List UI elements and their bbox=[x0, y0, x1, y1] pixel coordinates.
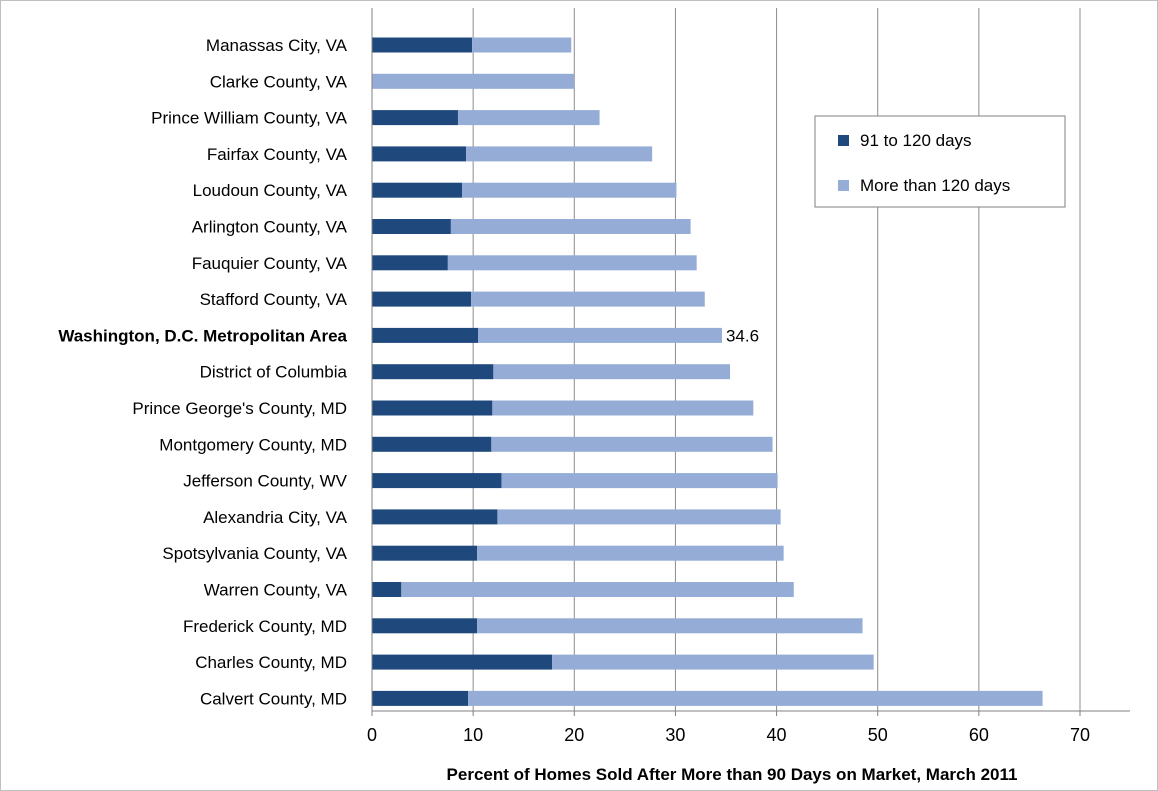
bar-segment-91-120-days bbox=[372, 473, 502, 489]
category-label: Alexandria City, VA bbox=[203, 508, 348, 527]
category-label: Jefferson County, WV bbox=[183, 472, 347, 491]
bar-segment-over-120-days bbox=[457, 110, 600, 126]
category-label: Spotsylvania County, VA bbox=[162, 544, 347, 563]
legend-swatch bbox=[838, 135, 849, 146]
category-label: Prince William County, VA bbox=[151, 109, 348, 128]
bar-segment-over-120-days bbox=[447, 255, 697, 271]
bar-segment-91-120-days bbox=[372, 219, 451, 234]
bars bbox=[372, 37, 1043, 706]
bar-segment-91-120-days bbox=[372, 690, 469, 706]
x-tick-label: 70 bbox=[1070, 725, 1090, 745]
bar-segment-over-120-days bbox=[491, 436, 773, 452]
bar-segment-over-120-days bbox=[492, 400, 754, 416]
x-tick-label: 40 bbox=[767, 725, 787, 745]
bar-segment-over-120-days bbox=[472, 37, 572, 53]
bar-segment-91-120-days bbox=[372, 110, 458, 126]
bar-segment-91-120-days bbox=[372, 146, 467, 162]
bar-segment-91-120-days bbox=[372, 255, 448, 271]
category-label: Prince George's County, MD bbox=[132, 399, 347, 418]
bar-segment-over-120-days bbox=[497, 509, 781, 525]
bar-segment-91-120-days bbox=[372, 327, 479, 343]
category-label: Stafford County, VA bbox=[200, 290, 348, 309]
category-label: District of Columbia bbox=[200, 363, 348, 382]
bar-segment-91-120-days bbox=[372, 545, 478, 561]
category-label: Washington, D.C. Metropolitan Area bbox=[58, 326, 347, 345]
bar-segment-91-120-days bbox=[372, 582, 402, 597]
bar-segment-over-120-days bbox=[477, 545, 784, 561]
legend-label: 91 to 120 days bbox=[860, 131, 972, 150]
bar-segment-91-120-days bbox=[372, 509, 498, 525]
bar-segment-over-120-days bbox=[552, 654, 874, 670]
x-tick-label: 60 bbox=[969, 725, 989, 745]
x-tick-label: 10 bbox=[463, 725, 483, 745]
bar-segment-over-120-days bbox=[466, 146, 653, 162]
bar-segment-91-120-days bbox=[372, 436, 492, 452]
category-label: Calvert County, MD bbox=[200, 689, 347, 708]
x-tick-label: 20 bbox=[564, 725, 584, 745]
category-label: Charles County, MD bbox=[195, 653, 347, 672]
legend: 91 to 120 days More than 120 days bbox=[814, 115, 1066, 208]
bar-segment-over-120-days bbox=[471, 291, 705, 307]
x-axis-title: Percent of Homes Sold After More than 90… bbox=[447, 765, 1018, 784]
data-labels: 34.6 bbox=[726, 326, 759, 345]
legend-label: More than 120 days bbox=[860, 176, 1010, 195]
data-label: 34.6 bbox=[726, 326, 759, 345]
x-axis-ticks: 0 10 20 30 40 50 60 70 bbox=[367, 711, 1090, 745]
x-tick-label: 0 bbox=[367, 725, 377, 745]
category-label: Frederick County, MD bbox=[183, 617, 347, 636]
bar-segment-over-120-days bbox=[478, 327, 722, 343]
x-tick-label: 30 bbox=[665, 725, 685, 745]
category-label: Montgomery County, MD bbox=[159, 435, 347, 454]
bar-segment-91-120-days bbox=[372, 291, 472, 307]
category-label: Arlington County, VA bbox=[192, 218, 348, 237]
bar-segment-91-120-days bbox=[372, 364, 494, 380]
bar-segment-over-120-days bbox=[462, 182, 677, 198]
category-label: Fairfax County, VA bbox=[207, 145, 348, 164]
category-labels: Manassas City, VA Clarke County, VA Prince… bbox=[58, 36, 347, 708]
category-label: Warren County, VA bbox=[204, 581, 348, 600]
bar-segment-91-120-days bbox=[372, 654, 553, 670]
legend-box bbox=[814, 115, 1066, 208]
x-tick-label: 50 bbox=[868, 725, 888, 745]
bar-segment-91-120-days bbox=[372, 400, 493, 416]
legend-swatch bbox=[838, 180, 849, 191]
category-label: Fauquier County, VA bbox=[192, 254, 348, 273]
bar-segment-over-120-days bbox=[477, 618, 863, 634]
bar-segment-over-120-days bbox=[468, 690, 1043, 706]
category-label: Manassas City, VA bbox=[206, 36, 348, 55]
bar-segment-over-120-days bbox=[450, 219, 691, 234]
bar-segment-over-120-days bbox=[493, 364, 731, 380]
bar-segment-91-120-days bbox=[372, 618, 478, 634]
bar-segment-over-120-days bbox=[401, 582, 794, 597]
bar-segment-91-120-days bbox=[372, 37, 473, 53]
category-label: Loudoun County, VA bbox=[193, 181, 348, 200]
bar-segment-over-120-days bbox=[372, 73, 575, 89]
bar-segment-over-120-days bbox=[501, 473, 778, 489]
category-label: Clarke County, VA bbox=[210, 72, 348, 91]
bar-segment-91-120-days bbox=[372, 182, 463, 198]
